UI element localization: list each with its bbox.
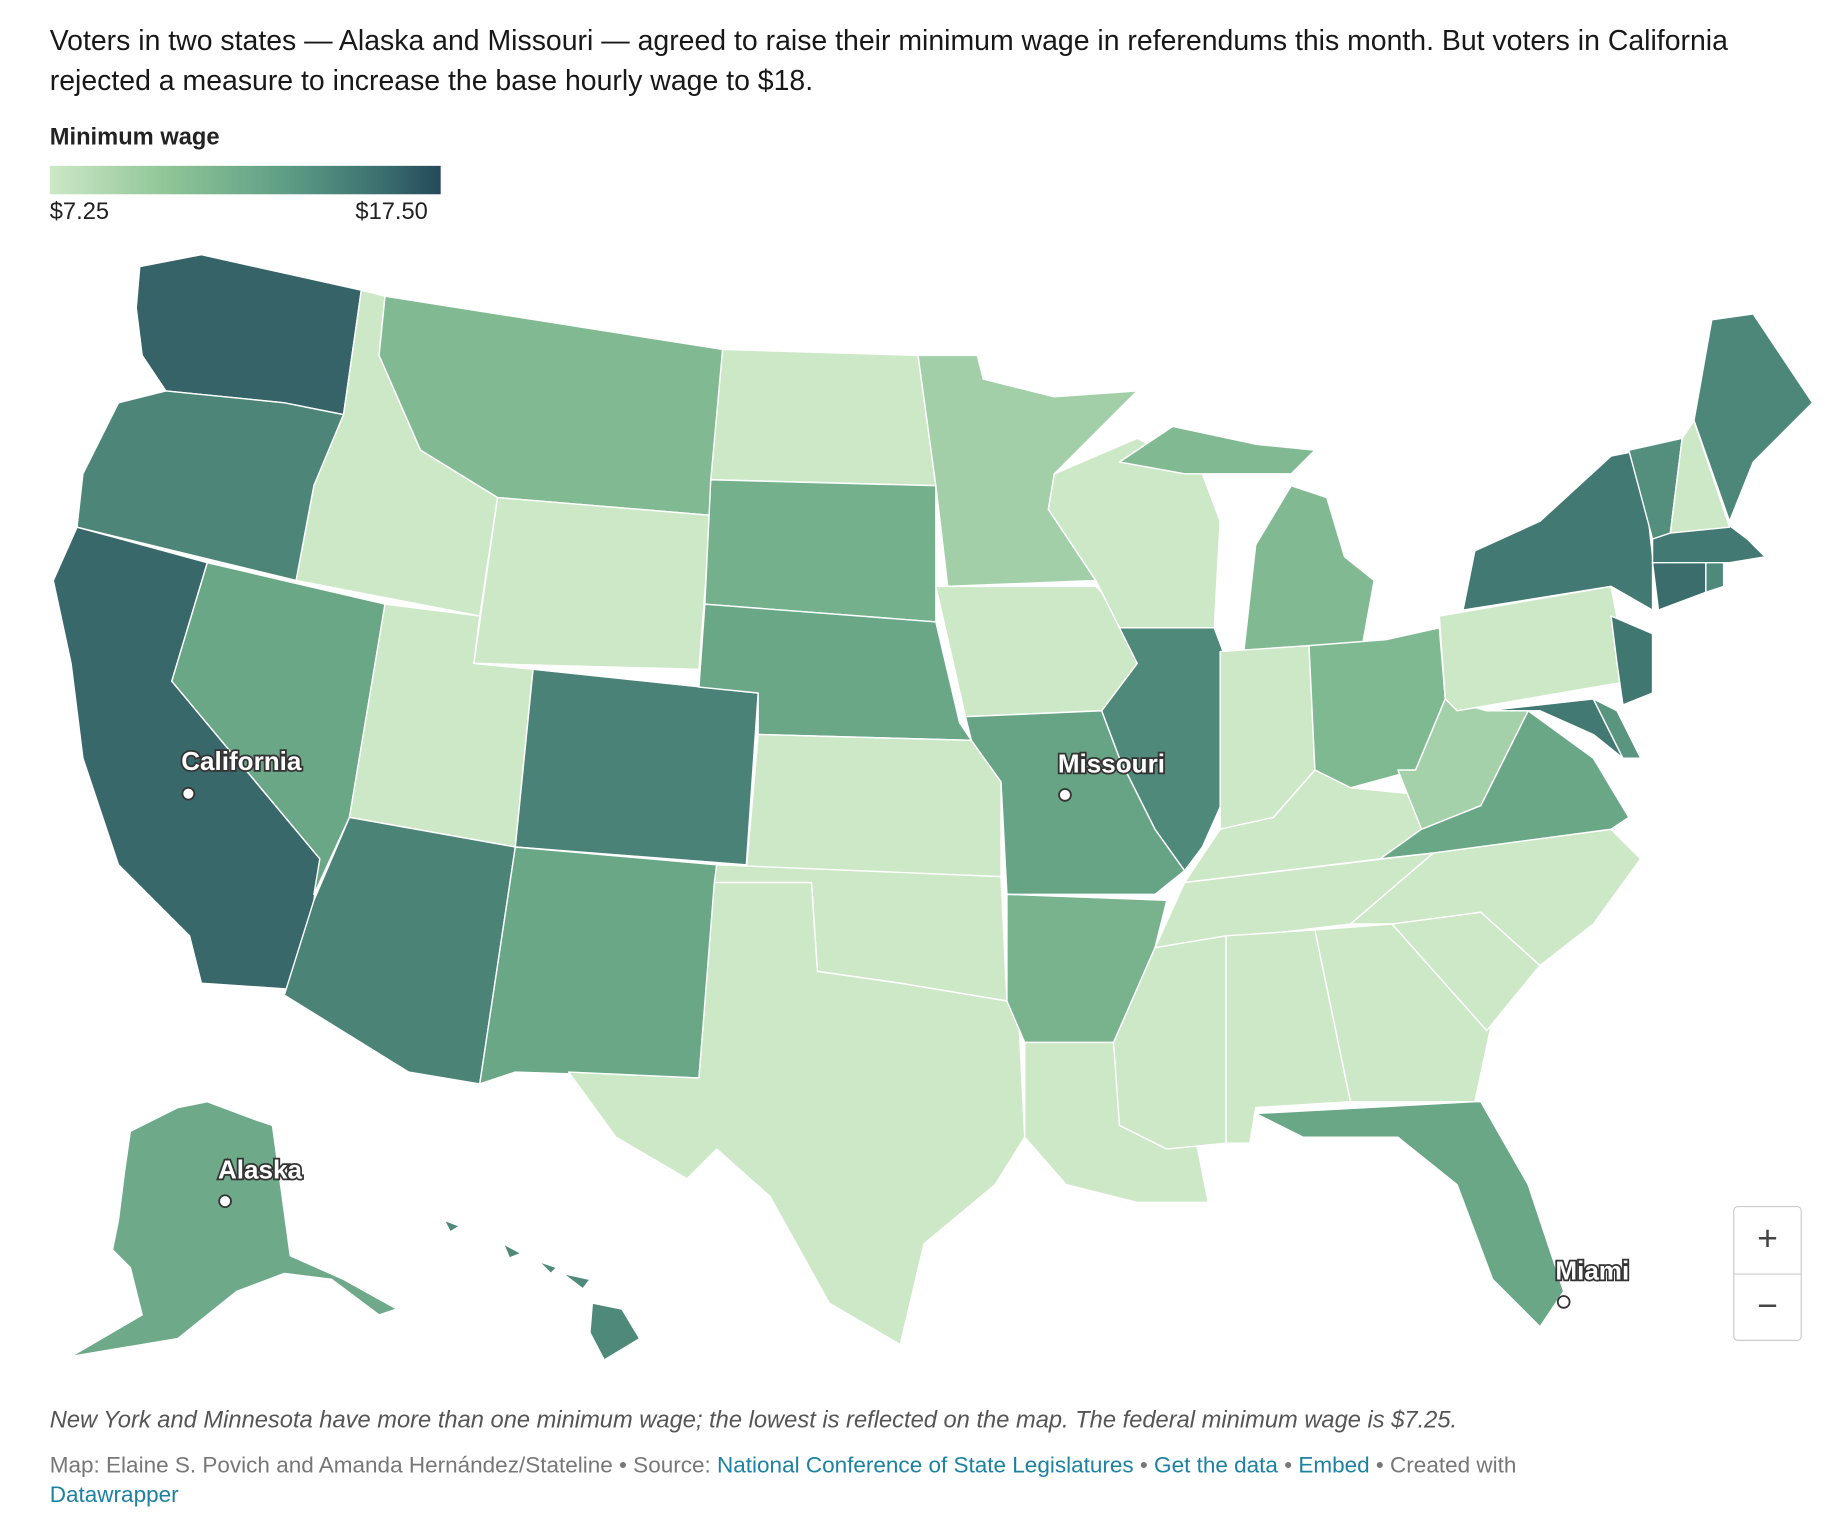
datawrapper-link[interactable]: Datawrapper xyxy=(49,1483,179,1509)
state-tx[interactable] xyxy=(567,881,1026,1346)
state-mi[interactable] xyxy=(1243,484,1375,653)
zoom-in-button[interactable]: + xyxy=(1757,1218,1778,1259)
get-data-link[interactable]: Get the data xyxy=(1154,1453,1278,1479)
state-fl[interactable] xyxy=(1254,1100,1565,1328)
state-hi[interactable] xyxy=(502,1243,522,1259)
city-markers: California Missouri Alaska Miami xyxy=(179,744,1631,1309)
legend-min-label: $7.25 xyxy=(49,199,110,226)
state-nh[interactable] xyxy=(1669,419,1731,534)
state-hi[interactable] xyxy=(538,1260,558,1275)
state-mi[interactable] xyxy=(1118,425,1316,475)
zoom-control: + − xyxy=(1733,1205,1802,1341)
source-link[interactable]: National Conference of State Legislature… xyxy=(717,1453,1134,1479)
state-ny[interactable] xyxy=(1462,449,1654,611)
footnote: New York and Minnesota have more than on… xyxy=(49,1407,1458,1434)
state-hi[interactable] xyxy=(561,1272,591,1290)
separator: • xyxy=(1277,1453,1299,1479)
marker-missouri xyxy=(1058,788,1072,802)
zoom-out-button[interactable]: − xyxy=(1734,1273,1801,1341)
state-ga[interactable] xyxy=(1314,923,1494,1103)
state-hi[interactable] xyxy=(443,1219,461,1233)
state-sd[interactable] xyxy=(704,479,937,623)
marker-alaska xyxy=(218,1194,232,1209)
state-ct[interactable] xyxy=(1651,556,1707,611)
legend-max-label: $17.50 xyxy=(355,199,428,226)
intro-text: Voters in two states — Alaska and Missou… xyxy=(49,24,1728,98)
state-ks[interactable] xyxy=(745,733,1002,878)
marker-miami xyxy=(1556,1295,1571,1309)
byline: Map: Elaine S. Povich and Amanda Hernánd… xyxy=(49,1453,718,1479)
separator: • xyxy=(1133,1453,1155,1479)
label-missouri: Missouri xyxy=(1058,748,1165,778)
state-co[interactable] xyxy=(514,668,759,866)
state-ak[interactable] xyxy=(70,1100,398,1358)
state-md[interactable] xyxy=(1485,698,1624,759)
label-alaska: Alaska xyxy=(218,1155,303,1185)
state-nd[interactable] xyxy=(710,348,937,487)
label-miami: Miami xyxy=(1555,1255,1629,1285)
credits: Map: Elaine S. Povich and Amanda Hernánd… xyxy=(50,1451,1732,1510)
legend-title: Minimum wage xyxy=(49,124,220,151)
state-nm[interactable] xyxy=(479,846,718,1085)
legend-color-bar xyxy=(49,165,441,195)
state-wy[interactable] xyxy=(473,496,712,671)
created-with-text: • Created with xyxy=(1369,1453,1517,1479)
label-california: California xyxy=(181,746,302,776)
state-de[interactable] xyxy=(1592,698,1642,759)
us-map[interactable]: California Missouri Alaska Miami xyxy=(0,237,1848,1374)
marker-california xyxy=(181,786,196,801)
state-nj[interactable] xyxy=(1610,615,1654,706)
state-me[interactable] xyxy=(1693,313,1814,522)
state-hi[interactable] xyxy=(589,1302,641,1361)
state-ia[interactable] xyxy=(935,585,1138,718)
embed-link[interactable]: Embed xyxy=(1298,1453,1370,1479)
